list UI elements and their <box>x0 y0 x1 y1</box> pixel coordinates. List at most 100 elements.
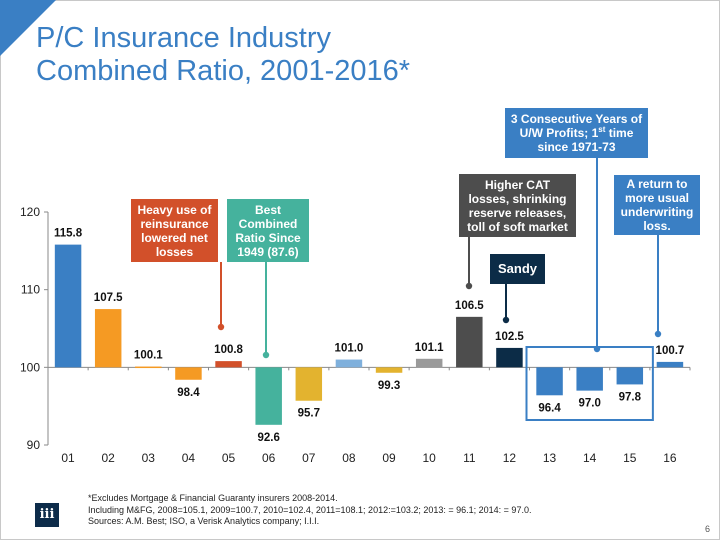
annotation-reinsurance: Heavy use of reinsurance lowered net los… <box>131 199 218 262</box>
ann-superscript: st <box>598 125 606 134</box>
data-label-16: 100.7 <box>656 345 685 357</box>
y-tick-label: 110 <box>21 283 40 297</box>
highlight-box-2013-2015 <box>525 346 654 421</box>
ann-line: underwriting <box>620 205 694 219</box>
ann-line: losses, shrinking <box>468 191 567 206</box>
ann-text: time <box>605 126 634 140</box>
data-label-04: 98.4 <box>177 387 200 399</box>
ann-line: reinsurance <box>140 216 209 231</box>
data-label-07: 95.7 <box>298 408 320 420</box>
bar-15 <box>616 367 644 385</box>
ann-line: lowered net <box>141 230 208 245</box>
footnote: Sources: A.M. Best; ISO, a Verisk Analyt… <box>88 516 320 526</box>
bar-07 <box>295 367 323 401</box>
x-tick-label: 01 <box>61 451 75 465</box>
bar-10 <box>415 358 443 368</box>
data-label-14: 97.0 <box>578 398 600 410</box>
ann-line: A return to <box>626 177 688 191</box>
x-tick-label: 03 <box>142 451 156 465</box>
data-label-03: 100.1 <box>134 350 163 362</box>
bar-01 <box>54 244 82 368</box>
x-tick-label: 14 <box>583 451 597 465</box>
ann-line: losses <box>155 244 194 259</box>
annotation-best-ratio: Best Combined Ratio Since 1949 (87.6) <box>227 199 309 262</box>
y-tick-label: 100 <box>20 360 40 374</box>
data-label-06: 92.6 <box>257 432 279 444</box>
ann-line: Ratio Since <box>235 230 301 245</box>
data-label-11: 106.5 <box>455 300 484 312</box>
ann-line: Combined <box>238 216 298 231</box>
bar-08 <box>335 359 363 368</box>
footnote: Including M&FG, 2008=105.1, 2009=100.7, … <box>88 504 532 515</box>
ann-line: more usual <box>624 191 689 205</box>
data-label-05: 100.8 <box>214 344 243 356</box>
ann-line: Higher CAT <box>484 177 551 192</box>
data-label-08: 101.0 <box>335 343 364 355</box>
y-tick-label: 90 <box>27 438 41 452</box>
bar-16 <box>656 361 684 368</box>
ann-line: 1949 (87.6) <box>237 244 299 259</box>
x-tick-label: 13 <box>543 451 557 465</box>
bar-12 <box>496 347 523 368</box>
data-label-02: 107.5 <box>94 292 123 304</box>
x-tick-label: 05 <box>222 451 236 465</box>
data-label-13: 96.4 <box>538 402 561 414</box>
bar-14 <box>576 367 603 391</box>
annotation-consecutive-profits: 3 Consecutive Years of U/W Profits; 1st … <box>505 108 648 158</box>
bar-06 <box>255 367 282 425</box>
corner-accent <box>0 0 56 56</box>
data-label-12: 102.5 <box>495 331 524 343</box>
x-tick-labels: 01 02 03 04 05 06 07 08 09 10 11 12 13 14 15 16 <box>61 451 677 465</box>
title-line-2: Combined Ratio, 2001-2016* <box>36 55 411 87</box>
annotation-cat-losses: Higher CAT losses, shrinking reserve rel… <box>459 174 576 237</box>
data-label-01: 115.8 <box>54 228 83 240</box>
slide-title: P/C Insurance Industry Combined Ratio, 2… <box>36 22 410 88</box>
bar-03 <box>135 366 162 369</box>
bars <box>54 244 684 425</box>
y-tick-label: 120 <box>20 205 40 219</box>
bar-13 <box>536 367 563 396</box>
ann-line: toll of soft market <box>467 219 568 234</box>
ann-text: U/W Profits; 1 <box>519 126 599 140</box>
ann-line: reserve releases, <box>468 205 567 220</box>
iii-logo: iii <box>35 503 59 527</box>
x-tick-label: 07 <box>302 451 316 465</box>
connector-return-dot <box>654 330 662 338</box>
ann-line: since 1971-73 <box>537 140 616 154</box>
connector-best-dot <box>262 351 270 359</box>
x-tick-label: 12 <box>503 451 517 465</box>
connector-sandy-dot <box>502 316 510 324</box>
annotation-sandy: Sandy <box>490 254 545 284</box>
ann-line: loss. <box>643 219 671 233</box>
ann-line: U/W Profits; 1st time <box>511 125 642 141</box>
x-tick-label: 02 <box>102 451 116 465</box>
footnote: *Excludes Mortgage & Financial Guaranty … <box>88 493 338 503</box>
bar-04 <box>175 367 202 380</box>
x-tick-label: 11 <box>463 451 476 465</box>
bar-05 <box>215 361 242 368</box>
data-label-15: 97.8 <box>619 391 642 403</box>
ann-line: Best <box>254 202 281 217</box>
annotation-return-to-loss: A return to more usual underwriting loss… <box>614 175 700 235</box>
bar-02 <box>94 309 122 368</box>
footnotes: *Excludes Mortgage & Financial Guaranty … <box>88 493 531 528</box>
data-label-09: 99.3 <box>378 380 400 392</box>
data-labels: 115.8 107.5 100.1 98.4 100.8 92.6 95.7 101.0 99.… <box>54 228 684 444</box>
data-label-10: 101.1 <box>415 342 444 354</box>
bar-09 <box>375 367 403 373</box>
y-tick-labels: 90 100 110 120 <box>20 205 40 452</box>
annotation-connectors <box>217 158 662 359</box>
x-tick-label: 10 <box>423 451 437 465</box>
title-line-1: P/C Insurance Industry <box>36 22 331 54</box>
x-tick-label: 04 <box>182 451 196 465</box>
bar-11 <box>456 316 483 368</box>
x-tick-label: 09 <box>382 451 396 465</box>
ann-line: Heavy use of <box>137 202 212 217</box>
connector-reinsurance-dot <box>217 323 225 331</box>
connector-cat-dot <box>465 282 473 290</box>
x-tick-label: 08 <box>342 451 356 465</box>
ann-line: Sandy <box>497 261 537 276</box>
page-number: 6 <box>704 524 710 534</box>
x-tick-label: 06 <box>262 451 276 465</box>
